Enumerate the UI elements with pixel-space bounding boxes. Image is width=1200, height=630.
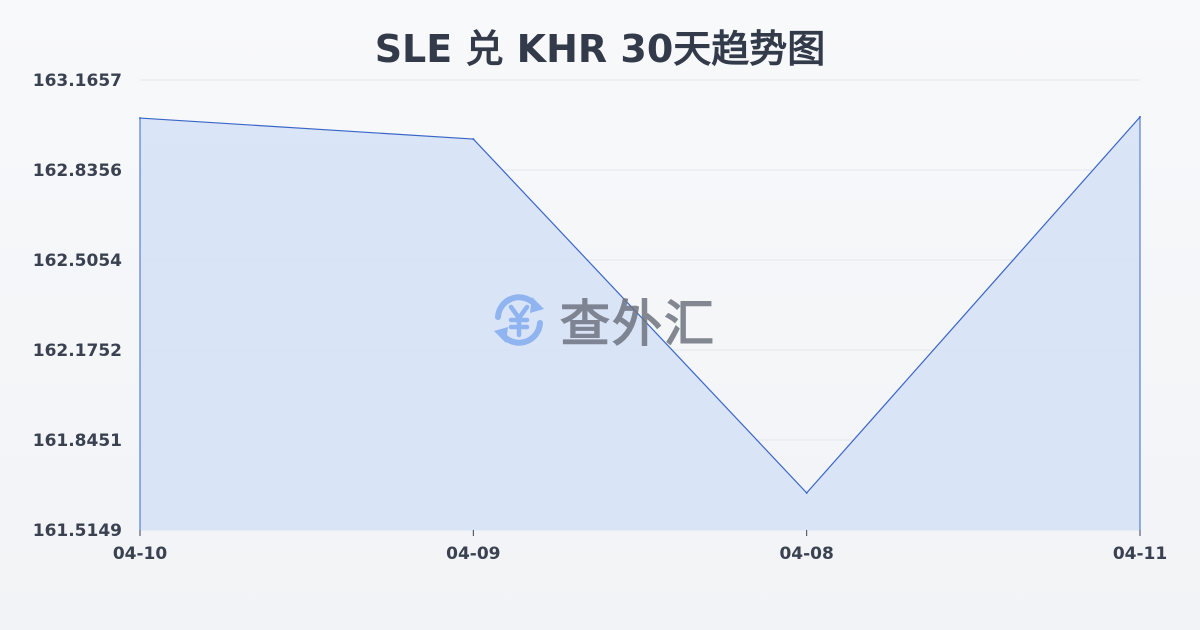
watermark-text: 查外汇 — [560, 295, 716, 353]
data-point — [139, 117, 141, 120]
y-tick-label: 162.1752 — [33, 341, 122, 361]
yen-exchange-icon — [494, 294, 544, 346]
y-tick-label: 162.8356 — [33, 161, 122, 181]
x-tick-label: 04-08 — [779, 544, 833, 564]
x-tick-label: 04-09 — [446, 544, 500, 564]
x-tick-label: 04-10 — [113, 544, 168, 564]
y-tick-label: 162.5054 — [33, 251, 122, 271]
data-point — [1139, 115, 1141, 118]
data-point — [472, 138, 475, 141]
y-tick-label: 161.8451 — [33, 431, 122, 451]
chart-title: SLE 兑 KHR 30天趋势图 — [374, 27, 826, 71]
watermark: 查外汇 — [488, 284, 716, 356]
data-point — [805, 491, 808, 494]
y-tick-label: 161.5149 — [33, 521, 122, 541]
y-tick-label: 163.1657 — [33, 71, 122, 91]
series-line — [139, 116, 1141, 494]
x-tick-label: 04-11 — [1113, 544, 1167, 564]
area-fill — [140, 116, 1140, 531]
